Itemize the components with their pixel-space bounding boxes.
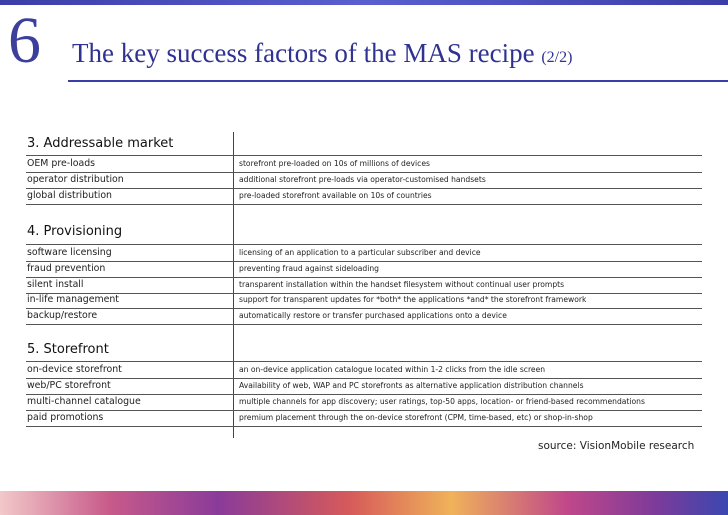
factor-label: multi-channel catalogue	[27, 396, 141, 407]
section-heading-addressable-market: 3. Addressable market	[27, 136, 174, 151]
factor-description: Availability of web, WAP and PC storefro…	[239, 381, 584, 390]
section-heading-provisioning: 4. Provisioning	[27, 224, 123, 239]
factor-label: software licensing	[27, 247, 112, 258]
factor-label: paid promotions	[27, 412, 104, 423]
title-underline	[68, 80, 728, 82]
slide-title-text: The key success factors of the MAS recip…	[72, 38, 535, 68]
factor-description: licensing of an application to a particu…	[239, 248, 481, 257]
table-row: global distribution pre-loaded storefron…	[26, 188, 702, 205]
bottom-gradient-bar	[0, 491, 728, 515]
factor-description: support for transparent updates for *bot…	[239, 295, 587, 304]
factor-description: an on-device application catalogue locat…	[239, 365, 546, 374]
table-row: web/PC storefront Availability of web, W…	[26, 378, 702, 395]
factor-description: pre-loaded storefront available on 10s o…	[239, 191, 432, 200]
table-row: silent install transparent installation …	[26, 277, 702, 294]
factor-description: transparent installation within the hand…	[239, 280, 565, 289]
table-row: software licensing licensing of an appli…	[26, 245, 702, 262]
table-row: multi-channel catalogue multiple channel…	[26, 394, 702, 411]
slide-number: 6	[8, 4, 41, 77]
factor-label: backup/restore	[27, 310, 98, 321]
factor-label: operator distribution	[27, 174, 124, 185]
table-row: paid promotions premium placement throug…	[26, 410, 702, 427]
table-row: fraud prevention preventing fraud agains…	[26, 261, 702, 278]
slide-title-suffix: (2/2)	[541, 49, 573, 66]
top-accent-bar	[0, 0, 728, 5]
section-rule	[26, 155, 702, 156]
section-rule	[26, 244, 702, 245]
table-row: OEM pre-loads storefront pre-loaded on 1…	[26, 156, 702, 173]
factor-label: silent install	[27, 279, 84, 290]
source-note: source: VisionMobile research	[538, 440, 695, 452]
factor-description: storefront pre-loaded on 10s of millions…	[239, 159, 430, 168]
slide-title: The key success factors of the MAS recip…	[72, 38, 572, 69]
table-row: backup/restore automatically restore or …	[26, 308, 702, 325]
table-row: operator distribution additional storefr…	[26, 172, 702, 189]
factor-description: multiple channels for app discovery; use…	[239, 397, 645, 406]
section-rule	[26, 361, 702, 362]
factor-label: fraud prevention	[27, 263, 106, 274]
factor-description: preventing fraud against sideloading	[239, 264, 379, 273]
table-row: on-device storefront an on-device applic…	[26, 362, 702, 379]
factor-label: global distribution	[27, 190, 112, 201]
factor-label: OEM pre-loads	[27, 158, 96, 169]
factor-label: web/PC storefront	[27, 380, 111, 391]
factor-description: automatically restore or transfer purcha…	[239, 311, 507, 320]
table-row: in-life management support for transpare…	[26, 292, 702, 309]
factor-label: on-device storefront	[27, 364, 122, 375]
factor-description: additional storefront pre-loads via oper…	[239, 175, 486, 184]
factor-description: premium placement through the on-device …	[239, 413, 593, 422]
column-divider	[233, 132, 234, 438]
section-heading-storefront: 5. Storefront	[27, 342, 109, 357]
factor-label: in-life management	[27, 294, 119, 305]
